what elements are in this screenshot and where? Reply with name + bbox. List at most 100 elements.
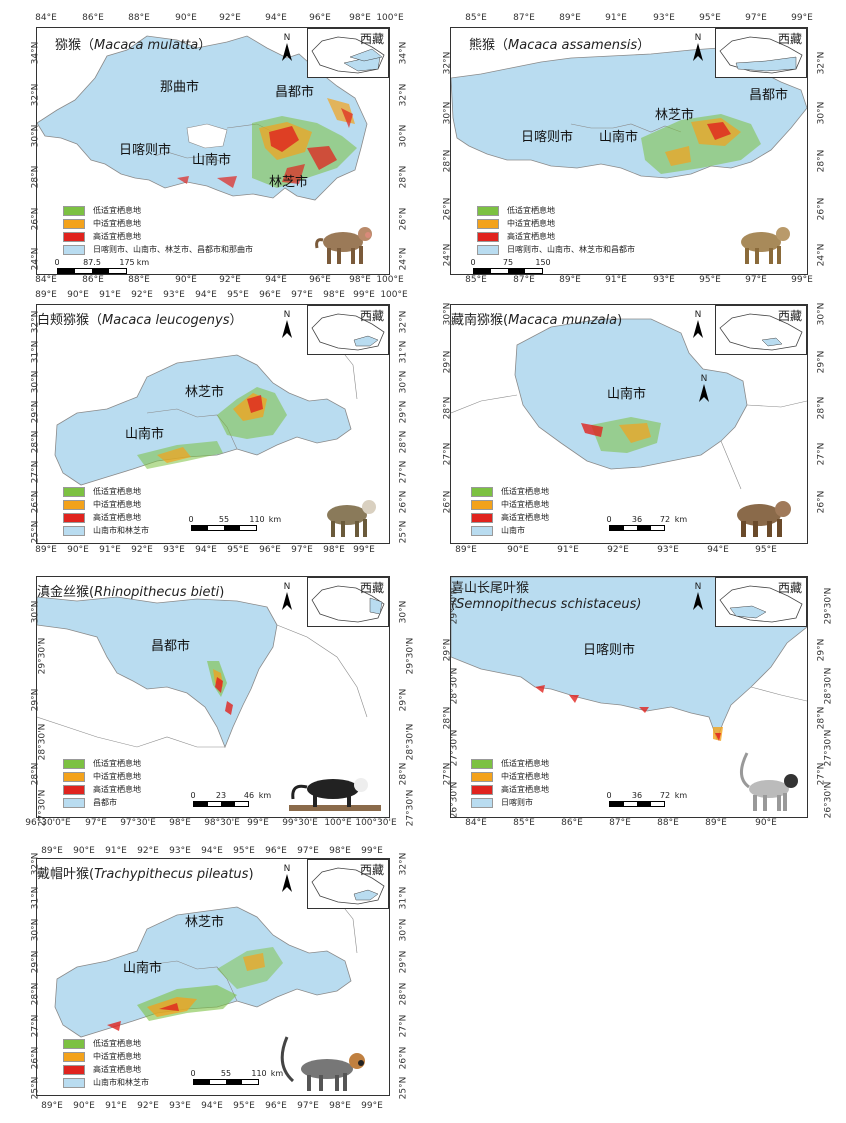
bottom-longitude-ticks: 89°E 90°E 91°E 92°E 93°E 94°E 95°E 96°E … xyxy=(35,545,375,555)
bottom-longitude-ticks: 89°E 90°E 91°E 92°E 93°E 94°E 95°E xyxy=(455,545,777,555)
legend-item-high: 高适宜栖息地 xyxy=(471,783,549,796)
region-shape xyxy=(54,906,352,1038)
bottom-longitude-ticks: 96°30'0"E 97°E 97°30'E 98°E 98°30'E 99°E… xyxy=(25,818,397,828)
nepal-gray-langur-illustration xyxy=(740,752,798,811)
map-panel-macaca-munzala: 藏南猕猴(Macaca munzala) 山南市 N N 西藏 低适宜栖息地 中… xyxy=(424,286,846,562)
map-legend: 低适宜栖息地 中适宜栖息地 高适宜栖息地 昌都市 xyxy=(63,757,141,809)
locator-inset: 西藏 xyxy=(307,859,389,909)
tick-label: 98°E xyxy=(349,13,371,23)
inset-label: 西藏 xyxy=(359,863,384,877)
tibet-locator-map xyxy=(311,585,385,623)
left-latitude-ticks: 29°30'N 29°N 28°30'N 28°N 27°30'N 27°N 2… xyxy=(442,587,460,819)
species-latin-name: Macaca mulatta xyxy=(94,38,199,53)
top-longitude-ticks: 89°E 90°E 91°E 92°E 93°E 94°E 95°E 96°E … xyxy=(35,290,408,300)
region-shape xyxy=(54,354,352,486)
left-latitude-ticks: 30°N 29°30'N 29°N 28°30'N 28°N 27°30'N xyxy=(30,600,48,827)
city-label: 山南市 xyxy=(125,427,165,442)
locator-inset: 西藏 xyxy=(307,305,389,355)
legend-item-mid: 中适宜栖息地 xyxy=(471,498,549,511)
legend-item-high: 高适宜栖息地 xyxy=(63,783,141,796)
right-latitude-ticks: 34°N 32°N 30°N 28°N 26°N 24°N xyxy=(398,41,409,271)
north-arrow-icon: N xyxy=(697,375,711,405)
tick-label: 100°E xyxy=(376,13,404,23)
scale-bar: 0 23 46 km xyxy=(190,791,271,807)
left-latitude-ticks: 32°N 30°N 28°N 26°N 24°N xyxy=(442,51,453,267)
species-latin-name: Trachypithecus pileatus xyxy=(94,867,249,882)
rhesus-macaque-illustration xyxy=(315,227,372,264)
boundary-line xyxy=(570,123,613,129)
map-legend: 低适宜栖息地 中适宜栖息地 高适宜栖息地 日喀则市、山南市、林芝市、昌都市和那曲… xyxy=(63,204,253,256)
scale-bar: 0 55 110 km xyxy=(188,515,281,531)
species-latin-name: Rhinopithecus bieti xyxy=(94,585,220,600)
species-latin-name: Macaca leucogenys xyxy=(102,313,230,328)
left-latitude-ticks: 30°N 29°N 28°N 27°N 26°N xyxy=(442,302,453,514)
city-label: 日喀则市 xyxy=(521,130,574,145)
right-latitude-ticks: 29°30'N 29°N 28°30'N 28°N 27°30'N 27°N 2… xyxy=(816,587,834,819)
legend-item-mid: 中适宜栖息地 xyxy=(63,770,141,783)
legend-item-mid: 中适宜栖息地 xyxy=(471,770,549,783)
map-legend: 低适宜栖息地 中适宜栖息地 高适宜栖息地 日喀则市 xyxy=(471,757,549,809)
city-label: 昌都市 xyxy=(749,88,789,103)
top-longitude-ticks: 89°E 90°E 91°E 92°E 93°E 94°E 95°E 96°E … xyxy=(41,846,383,856)
north-arrow-icon: N xyxy=(691,34,705,64)
legend-item-mid: 中适宜栖息地 xyxy=(63,1050,149,1063)
city-label: 林芝市 xyxy=(185,915,225,930)
city-label: 山南市 xyxy=(123,961,163,976)
map-frame: 喜山长尾叶猴 (Semnopithecus schistaceus) 日喀则市 N… xyxy=(450,576,808,818)
map-frame: 猕猴（Macaca mulatta） 那曲市 昌都市 日喀则市 山南市 林芝市 … xyxy=(36,27,390,275)
tibet-locator-map xyxy=(719,36,803,74)
locator-inset: 西藏 xyxy=(307,577,389,627)
species-latin-name: (Semnopithecus schistaceus) xyxy=(451,597,642,612)
region-shape xyxy=(37,596,278,749)
inset-label: 西藏 xyxy=(359,32,384,46)
city-label: 日喀则市 xyxy=(583,643,636,658)
tick-label: 84°E xyxy=(35,13,57,23)
north-arrow-icon: N xyxy=(280,34,294,64)
species-latin-name: Macaca munzala xyxy=(508,313,618,328)
tibet-locator-map xyxy=(719,313,803,351)
region-shape xyxy=(514,318,748,470)
map-legend: 低适宜栖息地 中适宜栖息地 高适宜栖息地 日喀则市、山南市、林芝市和昌都市 xyxy=(477,204,635,256)
tibet-locator-map xyxy=(311,36,385,74)
legend-item-low: 低适宜栖息地 xyxy=(63,485,149,498)
map-frame: 滇金丝猴(Rhinopithecus bieti) 昌都市 N 西藏 低适宜栖息… xyxy=(36,576,390,818)
scale-bar: 0 36 72 km xyxy=(606,515,687,531)
north-arrow-icon: N xyxy=(280,865,294,895)
scale-bar: 0 87.5 175 km xyxy=(54,258,149,274)
tibet-locator-map xyxy=(719,585,803,623)
white-cheeked-macaque-illustration xyxy=(327,500,376,537)
legend-item-high: 高适宜栖息地 xyxy=(63,1063,149,1076)
scale-bar: 0 55 110 km xyxy=(190,1069,283,1085)
map-canvas xyxy=(37,596,368,749)
locator-inset: 西藏 xyxy=(715,28,807,78)
map-title: 猕猴（Macaca mulatta） xyxy=(55,38,212,53)
habitat-patches xyxy=(107,947,283,1031)
habitat-patches xyxy=(641,114,761,174)
north-arrow-icon: N xyxy=(691,583,705,613)
north-arrow-icon: N xyxy=(691,311,705,341)
legend-item-low: 低适宜栖息地 xyxy=(63,1037,149,1050)
map-frame: 藏南猕猴(Macaca munzala) 山南市 N N 西藏 低适宜栖息地 中… xyxy=(450,304,808,544)
locator-inset: 西藏 xyxy=(307,28,389,78)
city-label: 昌都市 xyxy=(151,639,191,654)
legend-item-high: 高适宜栖息地 xyxy=(63,230,253,243)
city-label: 山南市 xyxy=(599,130,639,145)
left-latitude-ticks: 34°N 32°N 30°N 28°N 26°N 24°N xyxy=(30,41,41,271)
legend-item-low: 低适宜栖息地 xyxy=(471,757,549,770)
legend-item-low: 低适宜栖息地 xyxy=(471,485,549,498)
legend-item-region: 日喀则市、山南市、林芝市和昌都市 xyxy=(477,243,635,256)
legend-item-mid: 中适宜栖息地 xyxy=(63,217,253,230)
tick-label: 88°E xyxy=(128,13,150,23)
legend-item-high: 高适宜栖息地 xyxy=(471,511,549,524)
city-label: 山南市 xyxy=(607,387,647,402)
bottom-longitude-ticks: 85°E 87°E 89°E 91°E 93°E 95°E 97°E 99°E xyxy=(465,275,813,285)
north-arrow-icon: N xyxy=(280,583,294,613)
right-latitude-ticks: 32°N 31°N 30°N 29°N 28°N 27°N 26°N 25°N xyxy=(398,852,409,1100)
right-latitude-ticks: 32°N 31°N 30°N 29°N 28°N 27°N 26°N 25°N xyxy=(398,310,409,544)
inset-label: 西藏 xyxy=(359,581,384,595)
map-canvas xyxy=(451,318,807,490)
north-arrow-icon: N xyxy=(280,311,294,341)
assam-macaque-illustration xyxy=(741,227,790,264)
legend-item-region: 山南市和林芝市 xyxy=(63,1076,149,1089)
